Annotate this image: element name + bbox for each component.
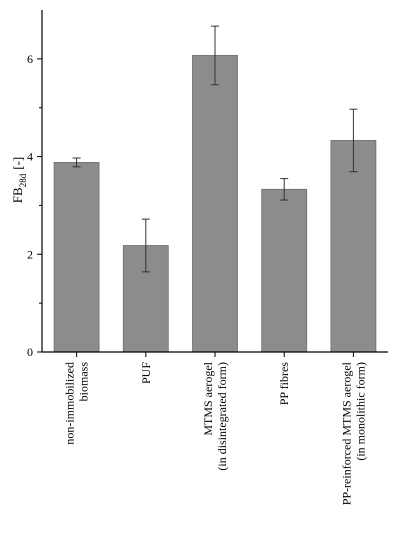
x-category-label: PUF [139,362,153,384]
y-axis-label-main: FB [10,187,25,203]
x-category-label: biomass [77,362,91,402]
bar [53,162,100,353]
x-category-label: PP fibres [277,362,291,406]
x-category-label: PP-reinforced MTMS aerogel [339,361,353,505]
x-category-label: MTMS aerogel [201,361,215,435]
y-axis-label-unit: [-] [10,157,25,170]
error-bars [72,25,358,273]
x-axis: non-immobilized biomass PUF MTMS aerogel (in… [42,351,388,505]
y-tick-label: 6 [27,52,33,66]
y-axis: 0 2 4 6 [27,10,43,359]
x-category-label: non-immobilized [63,362,77,445]
bar [330,140,377,353]
y-axis-label-subscript: 28d [18,173,28,187]
bars [53,55,377,353]
bar [192,55,238,353]
x-category-label: (in disintegrated form) [215,362,229,471]
y-tick-label: 0 [27,345,33,359]
x-category-label: (in monolithic form) [353,362,367,461]
y-tick-label: 2 [27,247,33,261]
y-axis-label: FB28d [-] [10,157,28,203]
bar [261,188,308,353]
y-tick-label: 4 [27,150,33,164]
